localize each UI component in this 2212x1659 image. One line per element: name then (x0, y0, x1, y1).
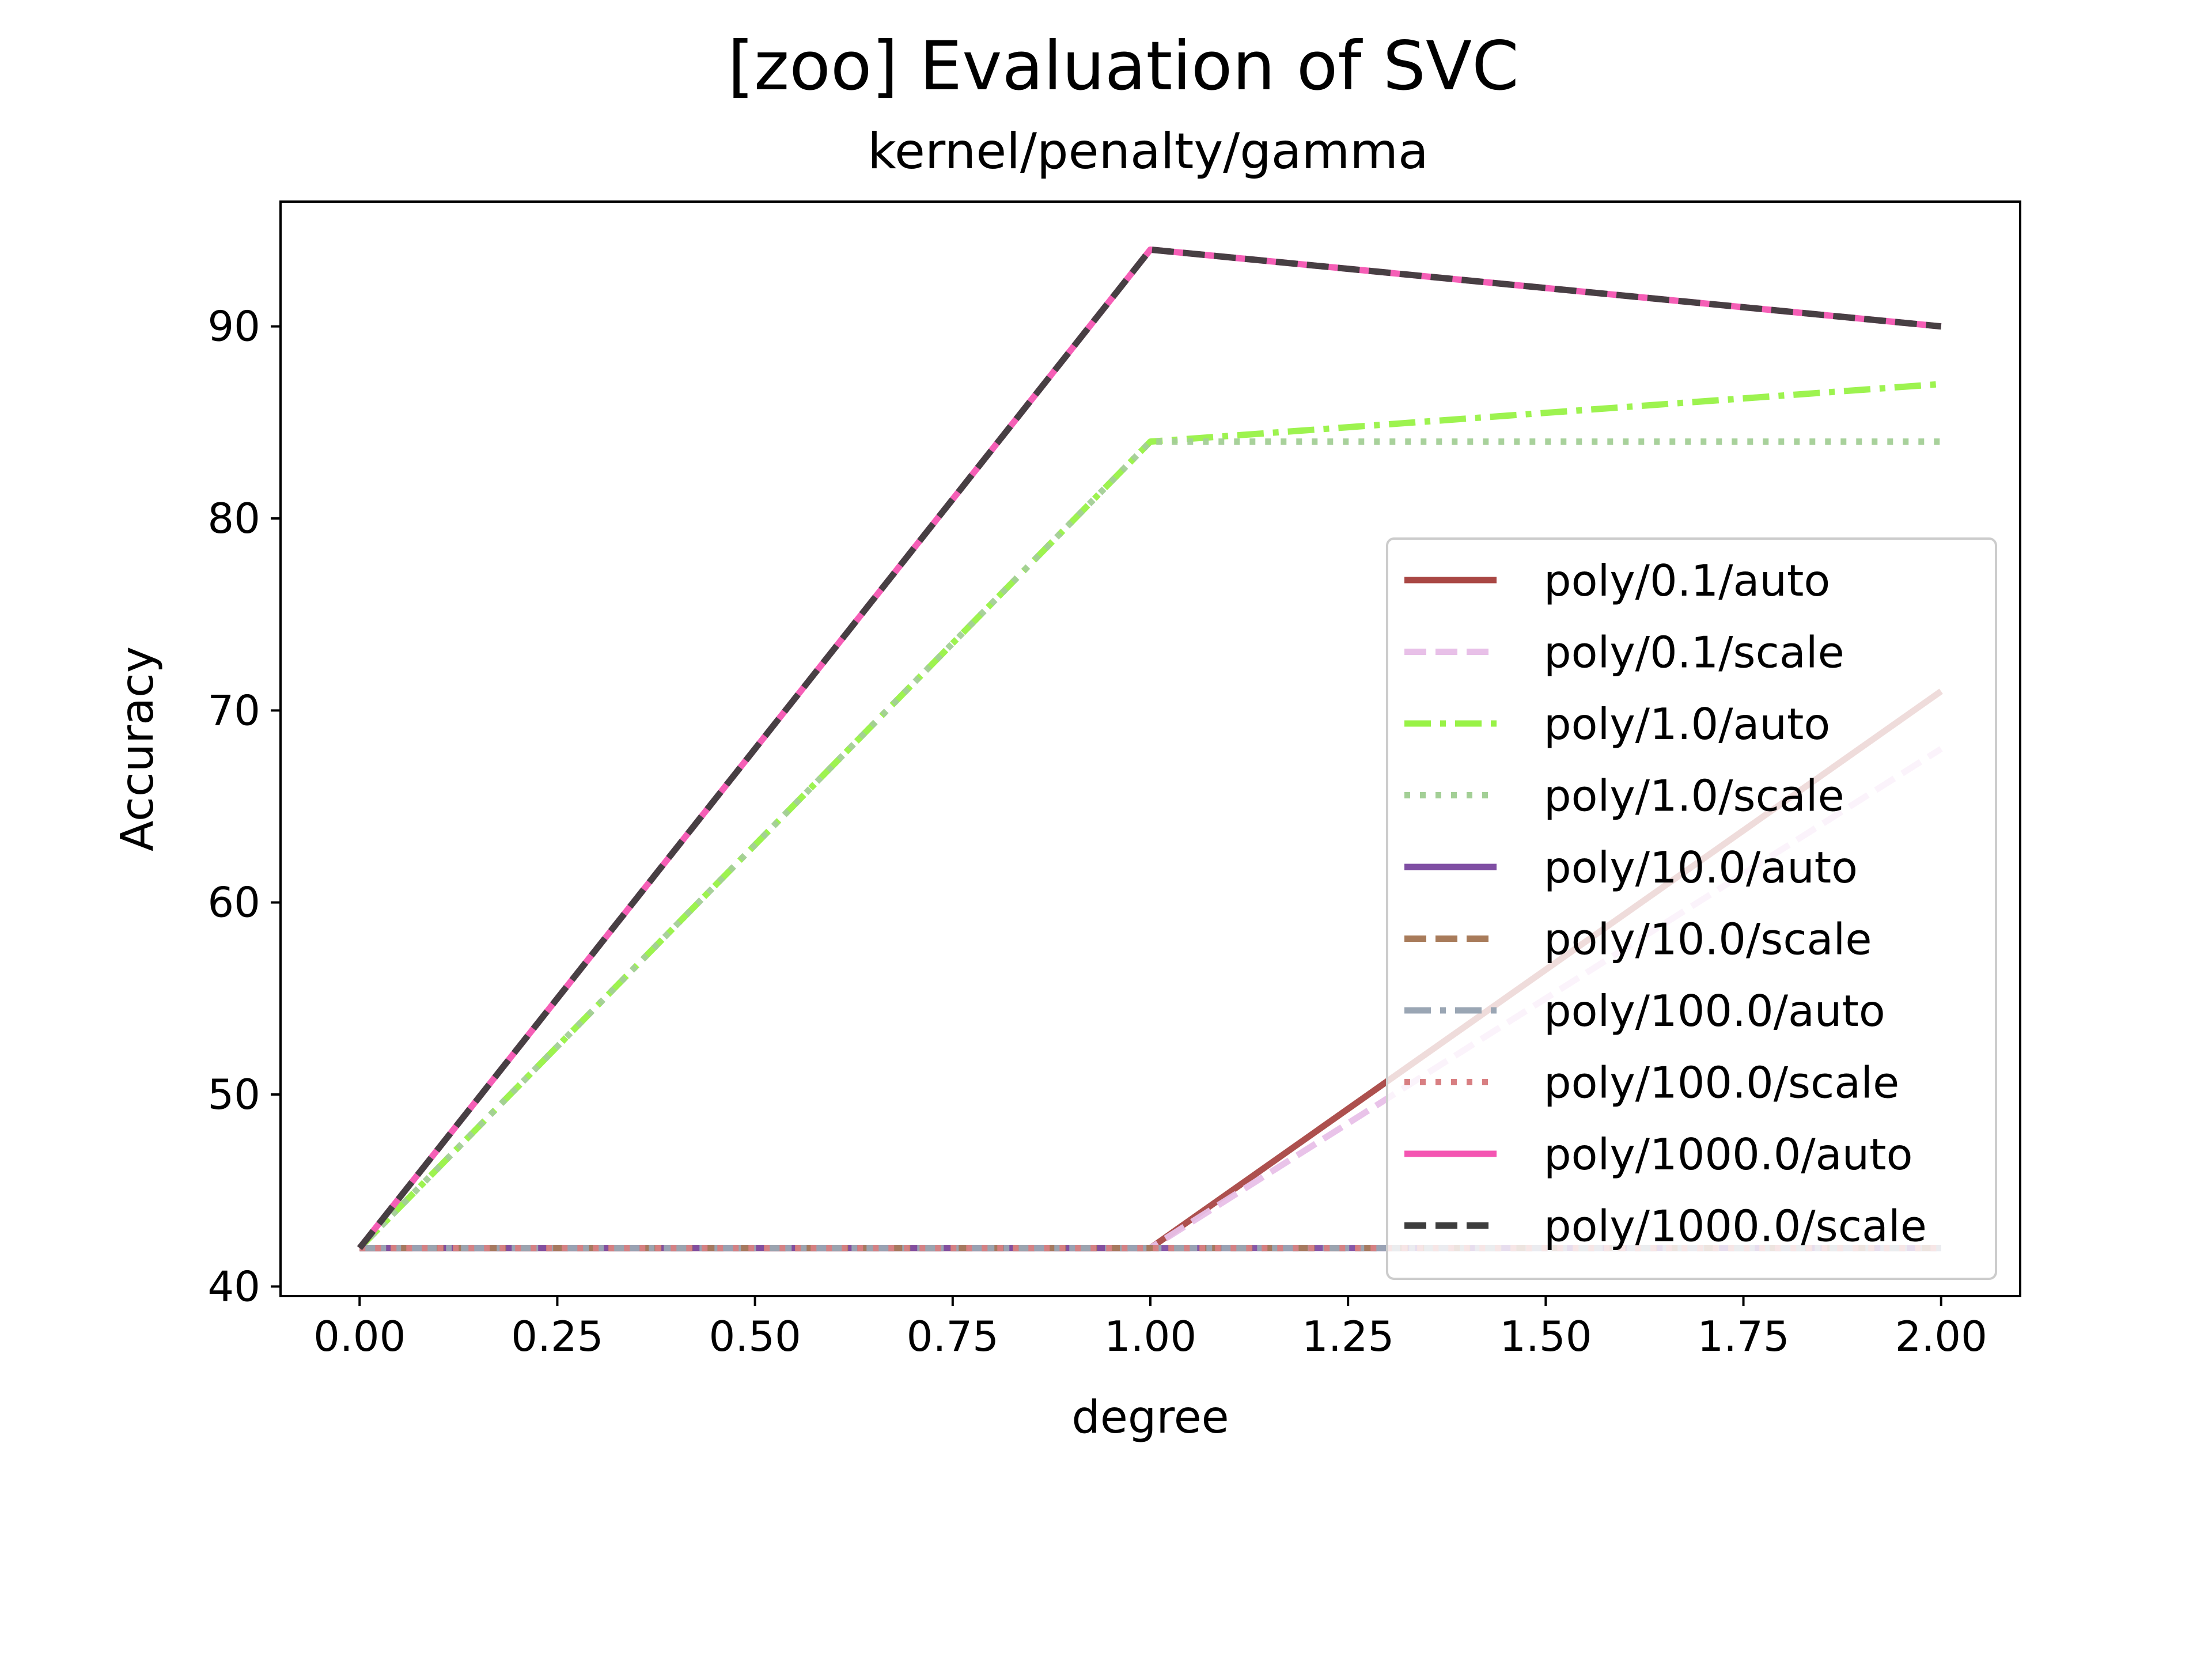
series-layer (357, 246, 1943, 1252)
legend-label: poly/0.1/auto (1544, 555, 1830, 606)
legend-label: poly/1000.0/scale (1544, 1201, 1927, 1252)
legend-label: poly/1000.0/auto (1544, 1129, 1912, 1180)
legend-label: poly/10.0/auto (1544, 842, 1858, 893)
series-line-9 (357, 246, 1942, 1251)
x-tick-label: 1.75 (1697, 1312, 1789, 1361)
y-tick-label: 90 (207, 302, 260, 351)
y-tick-label: 50 (207, 1070, 260, 1119)
x-tick-label: 0.50 (709, 1312, 801, 1361)
series-line-3 (357, 438, 1941, 1251)
x-axis: 0.00 0.25 0.50 0.75 1.00 1.25 1.50 1.75 2.00 (313, 1296, 1987, 1361)
legend-label: poly/10.0/scale (1544, 914, 1872, 965)
y-tick-label: 60 (207, 878, 260, 927)
x-tick-label: 0.00 (313, 1312, 406, 1361)
y-tick-label: 40 (207, 1262, 260, 1310)
x-tick-label: 0.25 (511, 1312, 603, 1361)
legend: poly/0.1/auto poly/0.1/scale poly/1.0/auto… (1386, 537, 1997, 1280)
x-tick-label: 1.25 (1302, 1312, 1394, 1361)
y-tick-label: 80 (207, 494, 260, 543)
x-tick-label: 1.00 (1104, 1312, 1196, 1361)
legend-label: poly/1.0/scale (1544, 771, 1844, 821)
legend-label: poly/0.1/scale (1544, 627, 1844, 678)
x-axis-label: degree (1071, 1392, 1229, 1444)
legend-label: poly/1.0/auto (1544, 699, 1830, 749)
legend-label: poly/100.0/auto (1544, 986, 1885, 1036)
legend-label: poly/100.0/scale (1544, 1058, 1899, 1108)
x-tick-label: 0.75 (907, 1312, 999, 1361)
y-axis-label: Accuracy (112, 646, 164, 851)
chart-title: [zoo] Evaluation of SVC (728, 26, 1519, 105)
legend-box (1386, 537, 1997, 1280)
x-tick-label: 1.50 (1499, 1312, 1592, 1361)
y-tick-label: 70 (207, 686, 260, 734)
chart-subtitle: kernel/penalty/gamma (868, 123, 1429, 180)
y-axis: 40 50 60 70 80 90 (207, 302, 281, 1310)
x-tick-label: 2.00 (1895, 1312, 1987, 1361)
